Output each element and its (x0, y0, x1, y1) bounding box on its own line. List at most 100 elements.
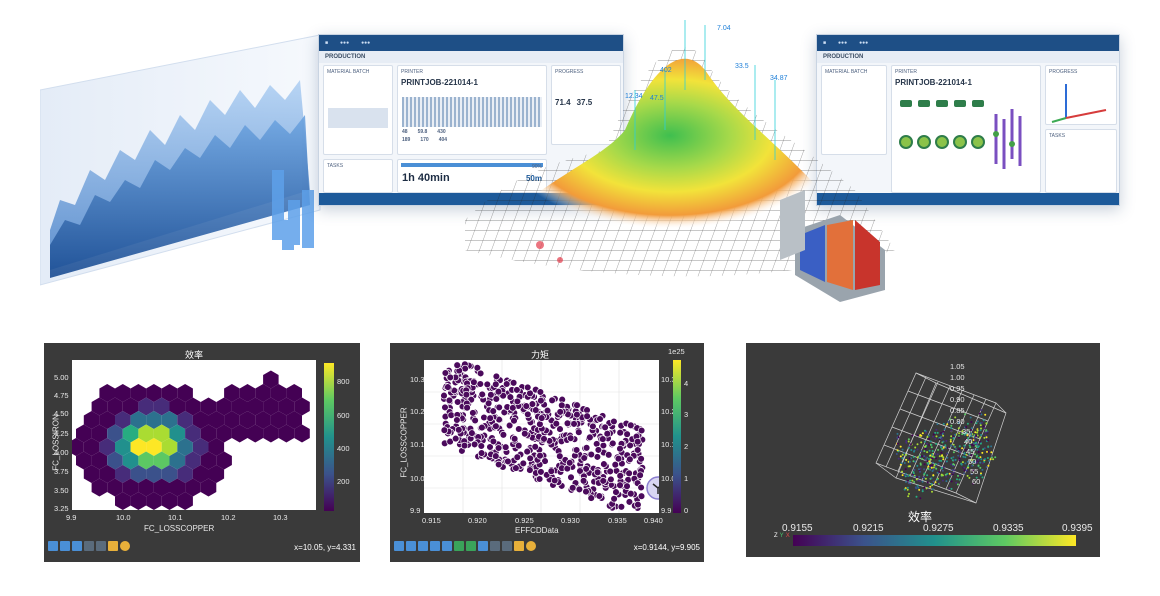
progress-label: PROGRESS (555, 69, 584, 75)
scatter3d-point (932, 466, 935, 469)
scatter3d-point (942, 434, 945, 437)
colormap-icon[interactable] (454, 541, 464, 551)
scatter3d-point (958, 459, 961, 462)
scatter3d-point (933, 456, 936, 459)
hexbin-cell (83, 411, 100, 429)
home-icon[interactable] (48, 541, 58, 551)
hexbin-cell (208, 438, 225, 456)
home-icon[interactable] (394, 541, 404, 551)
plot2-ytick-right: 10.3 (661, 375, 676, 384)
fullscreen-icon[interactable] (502, 541, 512, 551)
scatter3d-point (984, 434, 987, 437)
scatter-point (506, 393, 515, 401)
scatter3d-point (934, 481, 937, 484)
scatter-point (487, 391, 495, 399)
scatter-point (541, 457, 549, 465)
plot1-xtick: 10.0 (116, 513, 131, 522)
scatter3d-point (982, 448, 985, 451)
hexbin-cell (192, 411, 209, 429)
scatter3d-point (904, 468, 907, 471)
scatter3d-point (938, 459, 941, 462)
scatter3d-point (979, 461, 982, 464)
scatter3d-point (971, 461, 974, 464)
scatter3d-point (906, 488, 909, 491)
scatter3d-point (958, 432, 961, 435)
scatter-point (492, 372, 501, 381)
folder-icon[interactable] (514, 541, 524, 551)
plot3-side-tick: 35 (962, 427, 971, 436)
scatter3d-point (942, 440, 945, 443)
zoom-icon[interactable] (72, 541, 82, 551)
scatter3d-point (959, 451, 962, 454)
scatter-point (603, 429, 612, 438)
colormap-icon-2[interactable] (466, 541, 476, 551)
reset-icon[interactable] (490, 541, 500, 551)
scatter3d-point (940, 459, 943, 462)
settings-icon[interactable] (120, 541, 130, 551)
scatter3d-point (921, 480, 924, 483)
scatter-point (637, 483, 645, 492)
scatter-point (462, 390, 471, 399)
hexbin-cell (91, 451, 108, 470)
scatter3d-point (946, 456, 949, 459)
plot2-ytick-right: 10.0 (661, 474, 676, 483)
polygon-select-icon[interactable] (430, 541, 440, 551)
pan-icon[interactable] (60, 541, 70, 551)
hexbin-cell (138, 478, 154, 497)
scatter3d-point (949, 418, 952, 421)
printer-label: PRINTER (401, 69, 423, 75)
scatter3d-point (945, 480, 948, 483)
scatter3d-point (938, 455, 941, 458)
settings-icon[interactable] (526, 541, 536, 551)
scatter-point (637, 426, 646, 435)
scatter3d-point (992, 458, 995, 461)
scatter3d-point (934, 437, 937, 440)
zoom-icon[interactable] (418, 541, 428, 551)
scatter3d-point (970, 432, 973, 435)
hexbin-cell (153, 424, 170, 443)
dashboard-right-nav-bar[interactable] (817, 193, 1119, 205)
hexbin-cell (161, 438, 178, 456)
scatter3d-point (952, 436, 955, 439)
scatter3d-point (932, 433, 935, 436)
scatter3d-point (907, 438, 910, 441)
plot2-navigation-gizmo[interactable] (646, 476, 659, 500)
reset-icon[interactable] (84, 541, 94, 551)
scatter-point (572, 446, 581, 454)
select-all-icon[interactable] (478, 541, 488, 551)
scatter3d-point (907, 440, 910, 443)
scatter3d-point (976, 446, 979, 449)
hexbin-cell (263, 424, 279, 443)
scatter-point (604, 451, 613, 459)
scatter3d-point (918, 454, 921, 457)
scatter-point (486, 414, 494, 422)
hexbin-cell (153, 397, 170, 416)
stat-2: 59.8 (417, 129, 428, 135)
scatter3d-point (931, 457, 934, 460)
scatter3d-point (913, 449, 916, 452)
scatter3d-point (963, 444, 966, 447)
scatter3d-point (966, 422, 969, 425)
hexbin-cell (146, 492, 162, 510)
scatter-point (492, 380, 500, 389)
scatter3d-point (976, 429, 979, 432)
scatter3d-point (905, 480, 907, 483)
lasso-icon[interactable] (442, 541, 452, 551)
scatter3d-point (965, 469, 968, 472)
plot3-ztick: 0.95 (950, 384, 965, 393)
fullscreen-icon[interactable] (96, 541, 106, 551)
scatter3d-point (929, 454, 932, 457)
scatter3d-point (957, 450, 960, 452)
logo-icon: ■ (325, 40, 329, 46)
scatter3d-point (936, 471, 939, 474)
scatter3d-point (979, 429, 982, 432)
surface-plot-3d: 402 7.04 12.34 47.5 33.5 34.87 (465, 20, 895, 302)
folder-icon[interactable] (108, 541, 118, 551)
pan-icon[interactable] (406, 541, 416, 551)
plot2-xtick: 0.920 (468, 516, 487, 525)
hexbin-cell (107, 451, 123, 470)
scatter-point (495, 403, 503, 412)
hexbin-cell (177, 492, 193, 510)
scatter3d-point (975, 461, 978, 464)
plot3-ztick: 0.90 (950, 395, 965, 404)
